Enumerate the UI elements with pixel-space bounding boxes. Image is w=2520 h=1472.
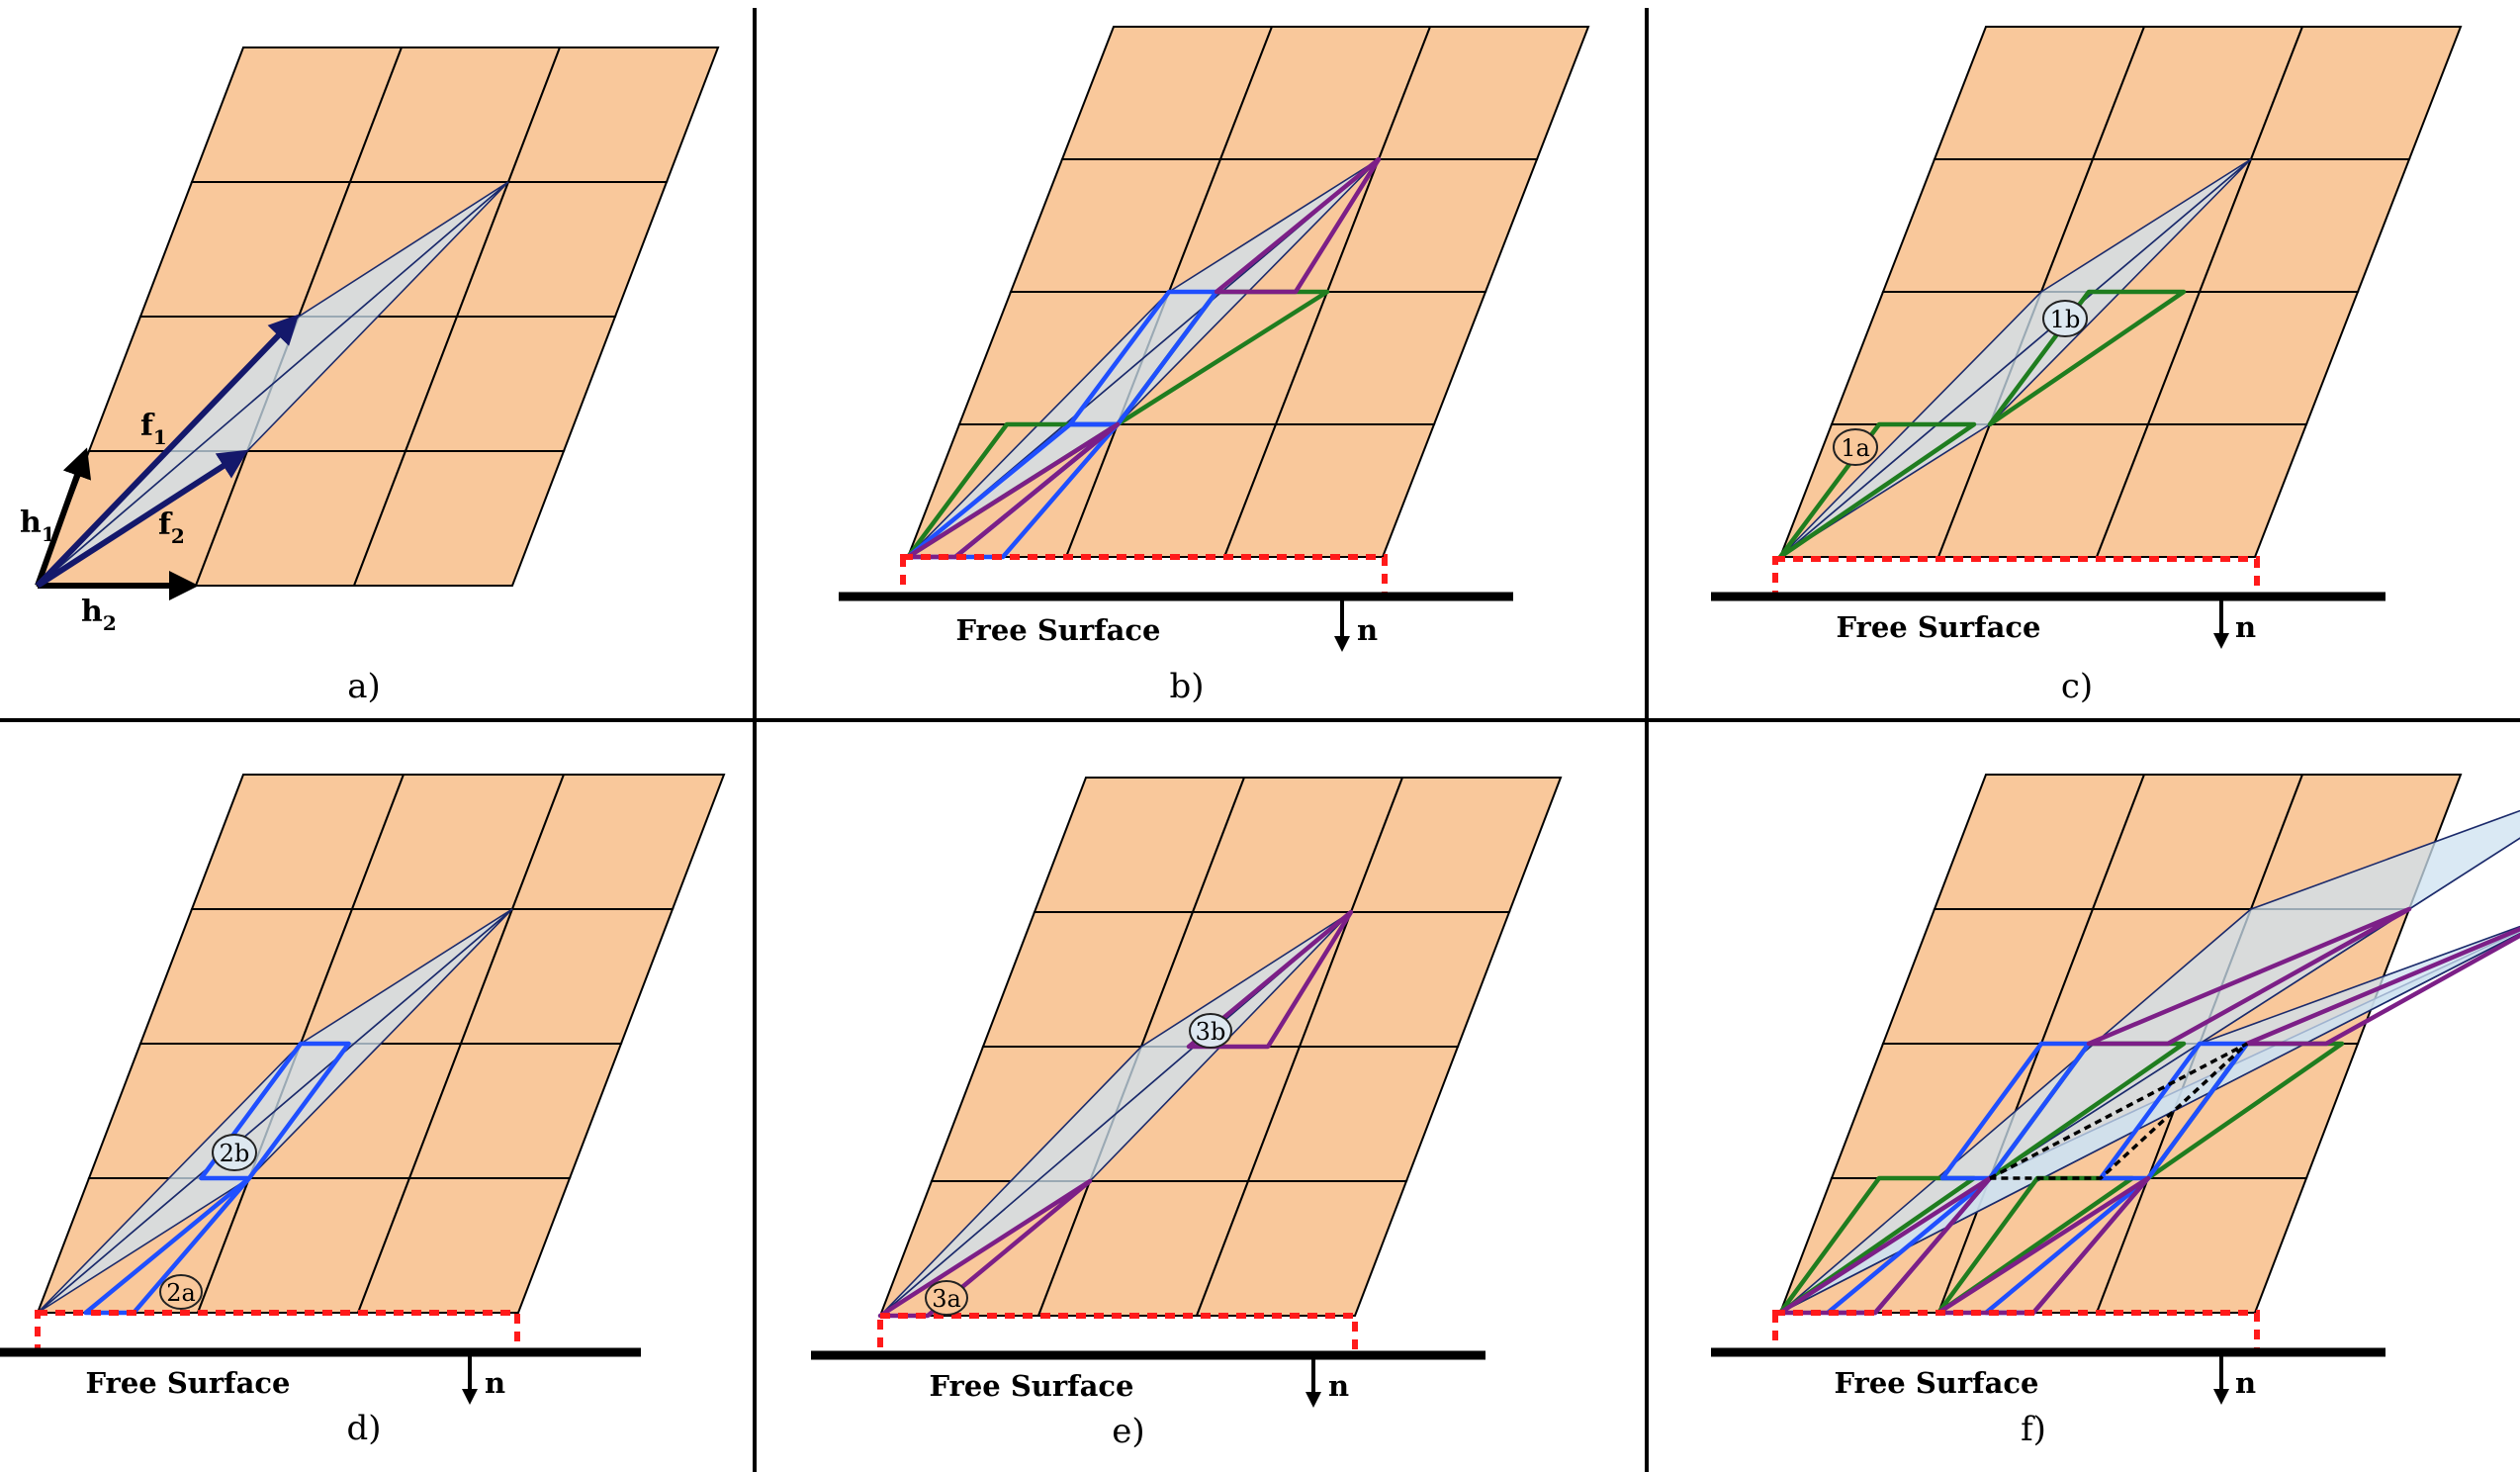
free-surface-label-d: Free Surface	[85, 1366, 290, 1400]
normal-label-d: n	[485, 1366, 505, 1400]
surface-box-b	[900, 554, 1388, 599]
free-surface-label-f: Free Surface	[1834, 1366, 2038, 1400]
purple-parallelogram	[1214, 156, 1382, 295]
panel-label-a: a)	[347, 667, 381, 706]
panel-label-e: e)	[1112, 1412, 1144, 1451]
vector-h1-arrow	[35, 447, 92, 588]
panel-c: Free Surface n 1a 1b c)	[1711, 26, 2463, 706]
purple-parallelogram	[1935, 1175, 2151, 1316]
purple-parallelogram	[905, 421, 1121, 560]
green-parallelogram	[1777, 421, 1977, 560]
free-surface-label-b: Free Surface	[955, 613, 1160, 647]
green-parallelogram	[1987, 289, 2187, 427]
shaded-triangle	[37, 908, 513, 1314]
badge-2b: 2b	[212, 1134, 257, 1171]
svg-text:3a: 3a	[932, 1285, 961, 1313]
shaded-triangles-a	[37, 181, 509, 587]
surface-box-f	[1772, 1310, 2260, 1355]
panel-d: Free Surface n 2a 2b d)	[0, 774, 726, 1448]
badge-1a: 1a	[1833, 428, 1878, 466]
dashed-outline-f	[1989, 1042, 2249, 1180]
vector-f2-arrow	[36, 449, 249, 589]
vector-h2-label: h2	[81, 595, 117, 635]
panel-a: h1 h2 f1 f2 a)	[20, 46, 720, 706]
purple-parallelogram	[2086, 906, 2412, 1047]
svg-text:2a: 2a	[166, 1279, 196, 1307]
vector-f1-arrow	[35, 314, 300, 589]
grid-cell	[506, 46, 720, 183]
panel-b: Free Surface n b)	[839, 26, 1590, 706]
panel-label-d: d)	[346, 1409, 381, 1448]
panel-label-b: b)	[1169, 667, 1204, 706]
blue-parallelogram	[199, 1041, 351, 1181]
vector-f2-label: f2	[158, 507, 185, 548]
surface-box-c	[1772, 556, 2260, 599]
vector-f1-label: f1	[140, 409, 167, 449]
shaded-triangles-d	[37, 908, 513, 1314]
surface-box-d	[35, 1310, 520, 1355]
grid-cell	[2249, 26, 2463, 160]
dashed-triangle	[1989, 1042, 2249, 1180]
normal-label-e: n	[1328, 1369, 1349, 1403]
normal-label-b: n	[1357, 613, 1378, 647]
badge-3b: 3b	[1189, 1013, 1232, 1049]
vector-h1-label: h1	[20, 506, 55, 546]
panel-label-f: f)	[2021, 1410, 2046, 1449]
free-surface-label-e: Free Surface	[929, 1369, 1133, 1403]
purple-parallelogram	[1777, 1175, 1993, 1316]
svg-text:1a: 1a	[1841, 434, 1870, 462]
normal-label-f: n	[2235, 1366, 2256, 1400]
purple-parallelogram	[1186, 909, 1354, 1050]
svg-text:1b: 1b	[2050, 306, 2081, 333]
grid-cell	[1377, 26, 1590, 160]
grid-cell	[510, 774, 726, 910]
grid-cell	[1349, 777, 1563, 913]
purple-parallelogram	[2244, 926, 2520, 1047]
green-parallelogram	[1777, 1175, 1977, 1316]
parallelograms-c	[1777, 289, 2187, 560]
svg-text:3b: 3b	[1196, 1018, 1226, 1046]
panel-label-c: c)	[2061, 667, 2093, 706]
panel-e: Free Surface n 3a 3b e)	[811, 777, 1563, 1451]
badge-2a: 2a	[159, 1274, 203, 1310]
badge-3a: 3a	[925, 1280, 968, 1316]
shaded-triangle	[879, 911, 1352, 1317]
svg-text:2b: 2b	[220, 1140, 250, 1167]
free-surface-label-c: Free Surface	[1836, 610, 2040, 644]
normal-label-c: n	[2235, 610, 2256, 644]
badge-1b: 1b	[2042, 300, 2088, 337]
panel-f: Free Surface n f)	[1711, 774, 2520, 1449]
surface-box-e	[877, 1313, 1358, 1358]
